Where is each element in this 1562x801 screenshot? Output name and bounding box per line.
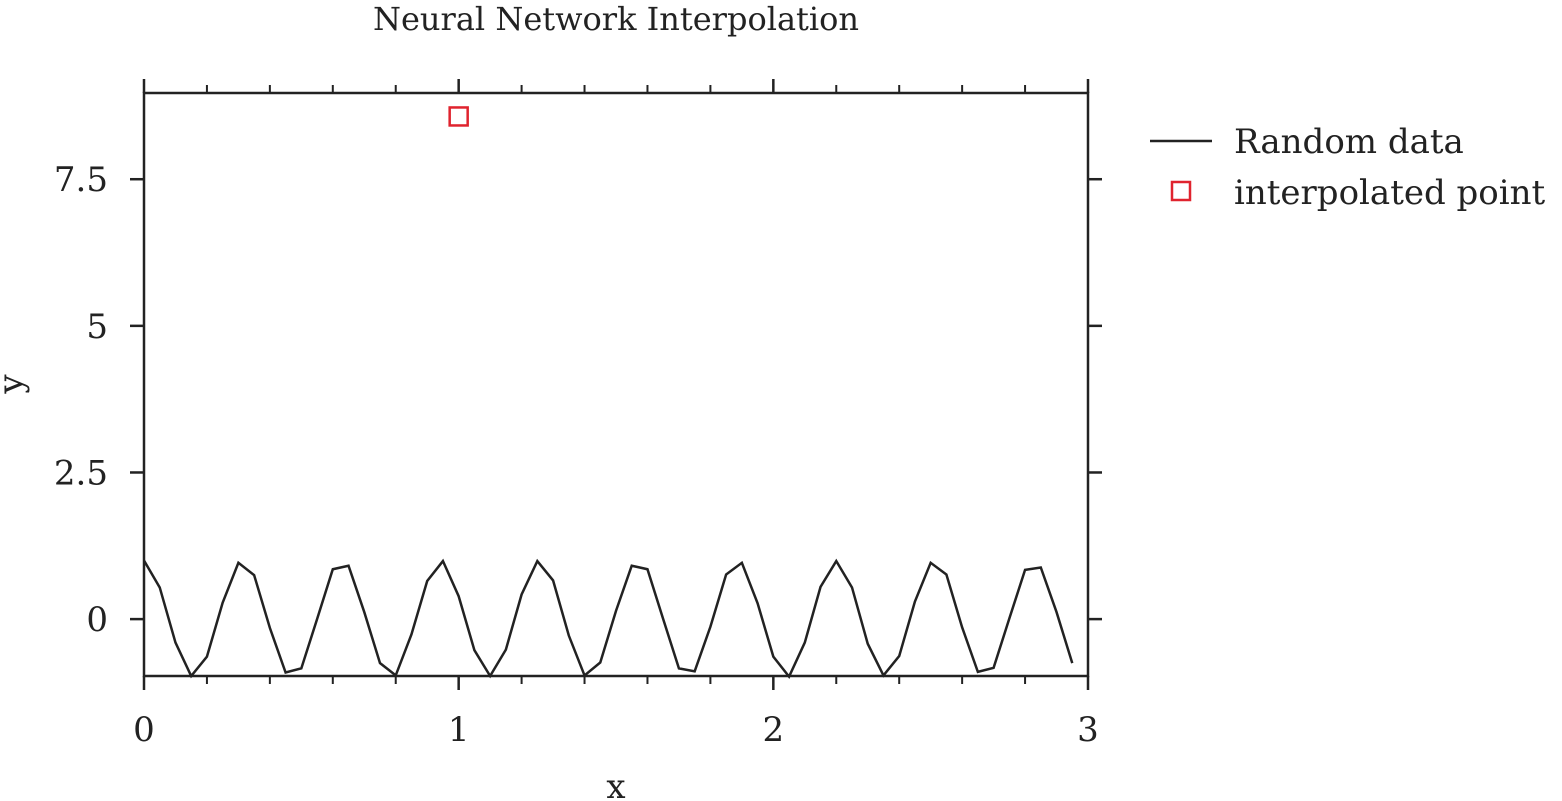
x-tick-label: 3: [1077, 710, 1099, 750]
y-tick-label: 2.5: [54, 453, 108, 493]
legend-label-random-data: Random data: [1234, 122, 1464, 162]
series-markers-interpolated-point: [448, 106, 469, 127]
plot-area: [142, 106, 1074, 679]
y-axis-label: y: [0, 374, 31, 395]
x-axis-label: x: [606, 767, 625, 801]
y-tick-label: 7.5: [54, 160, 108, 200]
x-tick-label: 0: [133, 710, 155, 750]
legend-label-interpolated-point: interpolated point: [1234, 173, 1546, 213]
chart-title: Neural Network Interpolation: [373, 0, 859, 38]
plot-frame: [142, 91, 1090, 678]
x-tick-label: 2: [763, 710, 785, 750]
y-tick-label: 5: [86, 307, 108, 347]
y-tick-label: 0: [86, 600, 108, 640]
legend-marker-swatch: [1170, 180, 1192, 202]
series-line-random-data: [142, 558, 1074, 679]
x-tick-label: 1: [448, 710, 470, 750]
axis-tick-labels: 0 1 2 3 0 2.5 5 7.5: [54, 160, 1099, 750]
interpolated-point-marker: [448, 106, 469, 127]
axis-ticks: [130, 79, 1102, 690]
legend: Random data interpolated point: [1150, 122, 1546, 213]
